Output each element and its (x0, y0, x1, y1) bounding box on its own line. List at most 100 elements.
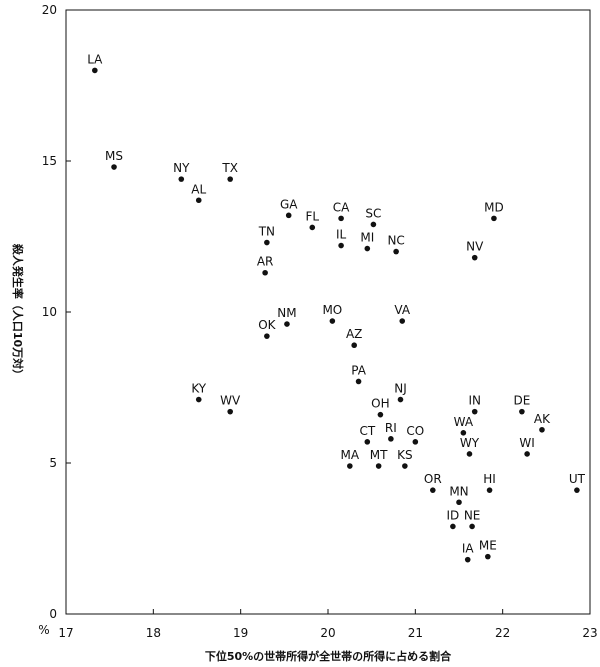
point-label-mo: MO (322, 303, 342, 317)
data-point-ny (178, 176, 185, 182)
point-label-md: MD (484, 200, 504, 214)
x-axis-title: 下位50%の世帯所得が全世帯の所得に占める割合 (205, 649, 452, 663)
data-point-ks (402, 463, 408, 469)
data-point-nm (284, 321, 290, 327)
point-label-ct: CT (359, 424, 375, 438)
point-label-ri: RI (385, 421, 397, 435)
data-point-ct (364, 439, 371, 445)
x-tick-label: 17 (58, 626, 73, 640)
point-label-ks: KS (397, 448, 413, 462)
data-point-or (430, 487, 436, 493)
data-point-ar (262, 269, 268, 276)
data-point-al (195, 197, 202, 204)
point-label-ak: AK (534, 412, 551, 426)
data-point-ca (338, 215, 344, 222)
data-point-hi (486, 487, 493, 493)
data-point-wi (524, 451, 530, 457)
point-label-nm: NM (277, 306, 296, 320)
point-label-ca: CA (333, 200, 350, 214)
point-label-de: DE (513, 394, 530, 408)
data-point-nc (393, 248, 399, 255)
data-point-sc (370, 221, 377, 228)
y-tick-label: 0 (49, 607, 57, 621)
point-label-nv: NV (466, 240, 484, 254)
x-tick-label: 22 (495, 626, 510, 640)
point-label-wa: WA (454, 415, 474, 429)
data-point-ms (111, 164, 117, 170)
point-label-sc: SC (365, 206, 381, 220)
data-point-in (471, 408, 478, 415)
data-points: LA MS NY TX AL GA FL CA SC MD TN IL MI NC NV AR MO VA NMOK… (87, 52, 586, 563)
data-point-wv (227, 408, 233, 415)
point-label-az: AZ (346, 327, 362, 341)
point-label-in: IN (468, 394, 481, 408)
data-point-ri (388, 436, 394, 442)
data-point-ky (195, 396, 202, 403)
y-axis-unit: % (38, 623, 49, 637)
point-label-oh: OH (371, 397, 389, 411)
point-label-ok: OK (258, 318, 276, 332)
point-label-wy: WY (460, 436, 480, 450)
point-label-wv: WV (220, 394, 241, 408)
data-point-mo (329, 318, 336, 324)
point-label-ne: NE (464, 508, 481, 522)
data-point-oh (377, 411, 384, 418)
point-label-or: OR (424, 472, 442, 486)
x-tick-label: 19 (233, 626, 248, 640)
data-point-ma (347, 463, 353, 469)
data-point-md (491, 215, 497, 222)
point-label-id: ID (446, 508, 459, 522)
data-point-wa (460, 430, 467, 436)
data-point-la (92, 67, 98, 74)
y-axis-title: 殺人発生率（人口10万対） (11, 243, 25, 380)
data-point-va (399, 318, 406, 324)
data-point-fl (309, 224, 316, 231)
point-label-ga: GA (280, 197, 298, 211)
y-tick-label: 10 (42, 305, 57, 319)
point-label-ms: MS (105, 149, 123, 163)
point-label-fl: FL (305, 209, 319, 223)
point-label-ma: MA (341, 448, 360, 462)
point-label-nj: NJ (394, 382, 407, 396)
data-point-me (485, 553, 491, 560)
data-point-id (450, 523, 456, 530)
point-label-al: AL (191, 182, 206, 196)
x-tick-label: 20 (320, 626, 335, 640)
point-label-mt: MT (370, 448, 388, 462)
x-tick-label: 21 (408, 626, 423, 640)
data-point-tx (227, 176, 233, 182)
axis-ticks: 17 18 19 20 21 22 23 0 5 10 15 20 (42, 3, 598, 640)
y-tick-label: 15 (42, 154, 57, 168)
data-point-az (351, 342, 358, 349)
point-label-ny: NY (173, 161, 190, 175)
y-tick-label: 5 (49, 456, 57, 470)
point-label-nc: NC (387, 234, 404, 248)
data-point-mt (375, 463, 382, 469)
data-point-tn (264, 239, 270, 246)
data-point-mn (456, 499, 462, 506)
point-label-ky: KY (191, 382, 206, 396)
data-point-mi (364, 245, 371, 252)
point-label-la: LA (87, 52, 103, 66)
data-point-co (412, 439, 419, 445)
point-label-pa: PA (351, 363, 366, 377)
point-label-tx: TX (221, 161, 238, 175)
point-label-co: CO (406, 424, 424, 438)
data-point-il (338, 242, 344, 249)
point-label-ut: UT (569, 472, 586, 486)
point-label-wi: WI (519, 436, 534, 450)
data-point-nj (397, 396, 404, 403)
y-tick-label: 20 (42, 3, 57, 17)
data-point-ut (574, 487, 580, 493)
data-point-de (519, 408, 525, 415)
point-label-ia: IA (462, 542, 475, 556)
data-point-nv (471, 254, 478, 261)
data-point-ak (539, 426, 545, 433)
point-label-il: IL (336, 228, 347, 242)
data-point-ia (464, 556, 471, 563)
point-label-hi: HI (483, 472, 496, 486)
point-label-ar: AR (257, 255, 274, 269)
point-label-mi: MI (360, 231, 374, 245)
x-tick-label: 18 (146, 626, 161, 640)
